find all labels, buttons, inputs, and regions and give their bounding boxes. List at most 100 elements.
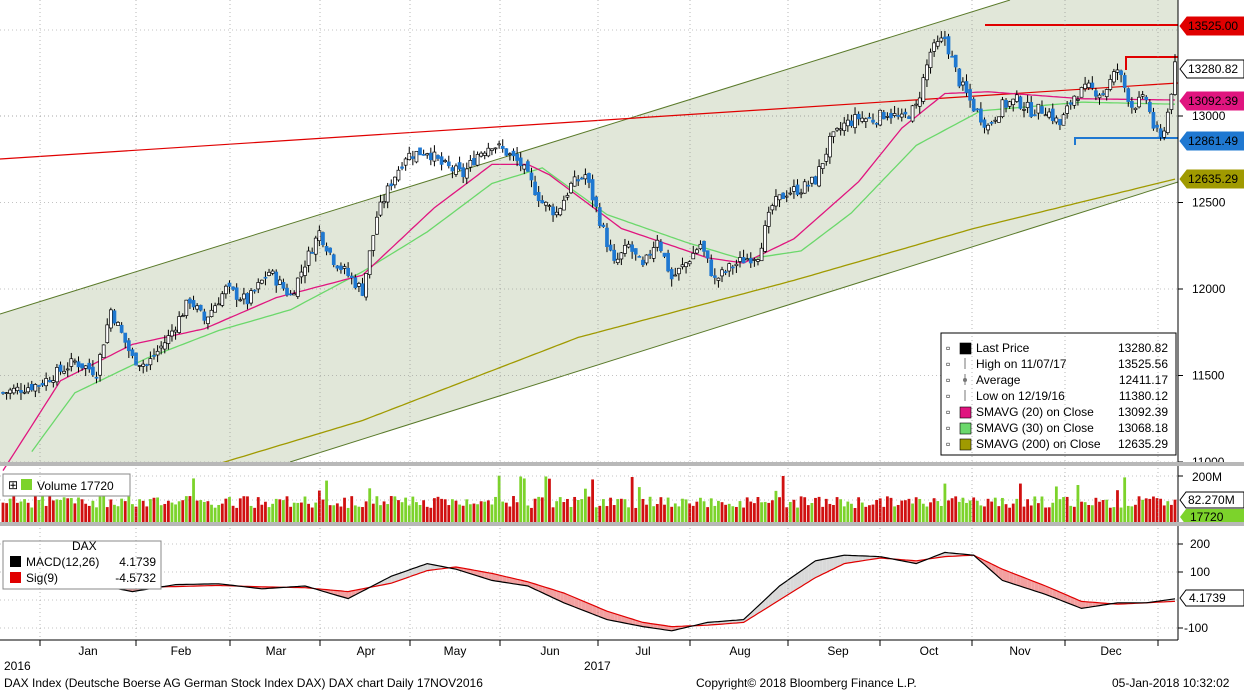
macd-fill [1063, 593, 1068, 603]
volume-bar [59, 500, 62, 522]
volume-bar [397, 500, 400, 522]
legend-label: SMAVG (200) on Close [976, 437, 1101, 451]
legend-label: SMAVG (20) on Close [976, 405, 1094, 419]
candle-body [939, 37, 944, 42]
candle-body [407, 152, 412, 160]
macd-fill [1002, 569, 1007, 582]
volume-bar [407, 505, 411, 522]
candle-body [583, 174, 588, 180]
candle-body [845, 119, 850, 127]
volume-bar [627, 507, 630, 522]
candle-body [587, 173, 591, 183]
candle-body [11, 387, 16, 394]
candle-body [1115, 69, 1120, 73]
channel-upper-line [0, 0, 1011, 315]
volume-bar [1004, 504, 1008, 522]
macd-fill [797, 570, 802, 589]
macd-fill [571, 596, 575, 607]
candle-body [116, 322, 120, 326]
candle-body [1004, 100, 1008, 108]
candle-body [1090, 82, 1095, 89]
candle-body [335, 265, 340, 269]
macd-fill [477, 570, 482, 578]
volume-bar [817, 496, 821, 522]
volume-bar [814, 497, 817, 522]
candle-body [360, 283, 365, 296]
candle-body [295, 277, 300, 297]
candle-body [227, 282, 232, 287]
candle-body [1072, 95, 1077, 106]
volume-bar [393, 496, 397, 522]
macd-fill [865, 556, 870, 561]
candle-body [324, 246, 329, 252]
volume-bar [199, 500, 203, 522]
macd-fill [423, 563, 428, 572]
volume-bar [440, 498, 444, 522]
macd-fill [668, 626, 672, 631]
candle-body [691, 253, 696, 260]
volume-bar [1098, 501, 1101, 522]
candle-body [907, 116, 911, 119]
volume-bar [688, 503, 692, 522]
candle-body [461, 167, 466, 178]
volume-bar [918, 498, 922, 522]
y-tick-label: 100 [1190, 565, 1210, 579]
volume-legend-label: Volume 17720 [37, 479, 114, 493]
macd-fill [610, 612, 615, 621]
macd-fill [653, 623, 658, 629]
candle-body [98, 354, 102, 376]
volume-bar [663, 504, 666, 522]
candle-body [712, 275, 717, 278]
volume-bar [368, 488, 372, 522]
volume-bar [77, 497, 80, 522]
candle-body [382, 201, 386, 204]
candle-body [666, 252, 670, 272]
legend-label: High on 11/07/17 [976, 357, 1067, 371]
candle-body [44, 378, 48, 387]
macd-fill [488, 572, 492, 581]
macd-title: DAX [72, 539, 97, 553]
macd-fill [398, 572, 403, 581]
candle-body [795, 184, 800, 195]
volume-bar [1170, 504, 1173, 522]
volume-bar [1072, 506, 1076, 522]
macd-panel: -100 100 200 4.1739 DAX MACD(12,26) 4.1739 Sig(… [0, 537, 1244, 635]
volume-bar [749, 501, 753, 522]
macd-fill [1045, 586, 1050, 596]
macd-fill [481, 571, 485, 579]
candle-body [1137, 96, 1141, 108]
candle-body [993, 119, 998, 122]
candle-body [313, 237, 318, 255]
volume-bar [278, 499, 282, 522]
candle-body [828, 135, 832, 158]
y-tick-label: 13000 [1192, 109, 1226, 123]
macd-fill [829, 557, 834, 571]
candle-body [730, 266, 735, 269]
candle-body [615, 258, 620, 264]
macd-fill [502, 575, 507, 583]
volume-bar [598, 505, 602, 522]
volume-bar [537, 496, 541, 522]
volume-bar [965, 502, 968, 522]
candle-body [925, 64, 929, 81]
volume-bar [433, 498, 436, 522]
volume-bar [961, 497, 965, 522]
candle-body [281, 282, 286, 289]
macd-fill [578, 599, 582, 610]
volume-bar [666, 497, 670, 522]
volume-bar [681, 498, 684, 522]
volume-bar [249, 505, 253, 522]
candle-body [385, 185, 390, 203]
candle-body [695, 249, 699, 254]
macd-fill [837, 555, 841, 568]
candle-body [935, 41, 940, 47]
volume-bar [48, 488, 52, 522]
macd-fill [822, 558, 827, 575]
macd-fill [556, 590, 561, 602]
macd-fill [506, 576, 510, 584]
candle-body [526, 161, 530, 172]
candle-body [558, 208, 563, 216]
candle-body [428, 152, 433, 161]
volume-bar [645, 504, 648, 522]
candle-body [806, 184, 811, 187]
